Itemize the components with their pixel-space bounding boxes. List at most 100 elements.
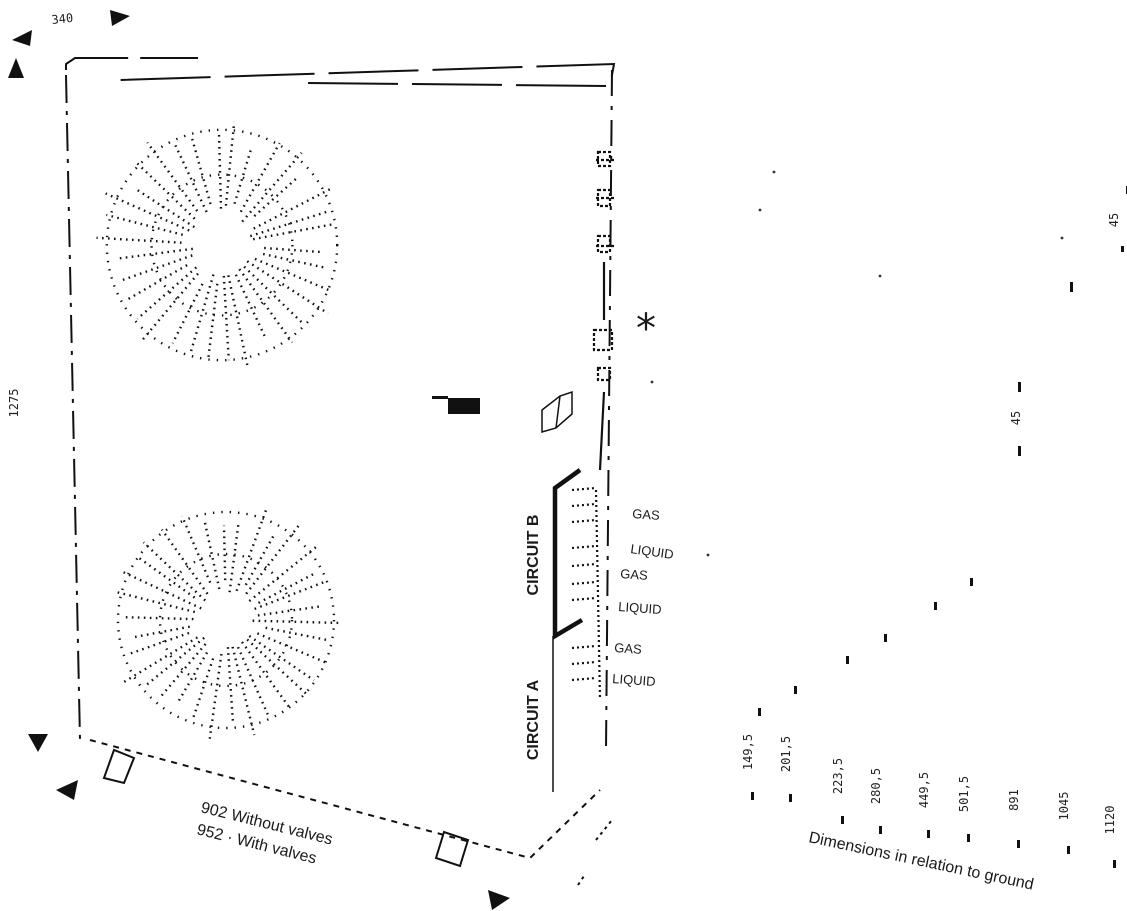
outline-left-edge — [65, 74, 81, 741]
fan-blade — [231, 646, 256, 736]
fan-bottom — [113, 506, 339, 739]
fan-blade — [257, 572, 315, 604]
fan-blade — [133, 187, 196, 229]
ground-dim-tick — [1113, 860, 1116, 868]
ground-dim-tick — [751, 792, 754, 800]
dim-side-45-top: 45 — [1107, 213, 1121, 227]
fan-blade — [142, 541, 207, 602]
fan-blade — [235, 506, 269, 592]
ground-dim-value: 891 — [1007, 789, 1021, 811]
fan-blade — [136, 266, 198, 320]
fan-blade — [202, 518, 221, 590]
arrow-left-icon — [12, 30, 32, 46]
ground-dimension-labels: 149,5 201,5 223,5 280,5 449,5 501,5 891 1045 112… — [741, 734, 1117, 868]
ground-dim-value: 201,5 — [779, 736, 793, 772]
dim-side-45-mid: 45 — [1009, 411, 1023, 425]
outline-top-edge — [65, 57, 198, 70]
fan-blade — [106, 213, 184, 236]
fan-blade — [171, 283, 204, 344]
valve-icon — [596, 188, 614, 208]
fan-blade — [135, 161, 196, 220]
outline-top-right-edge — [119, 62, 616, 88]
valve-icon — [596, 366, 612, 382]
fan-blade — [191, 658, 215, 720]
fan-blade — [238, 268, 294, 344]
fan-blade — [239, 142, 281, 213]
fan-blade — [208, 653, 223, 739]
ground-dim-tick — [789, 794, 792, 802]
fan-blade — [241, 152, 303, 223]
fan-blade — [123, 636, 199, 684]
fan-blade — [244, 534, 275, 586]
fan-blade — [116, 247, 193, 260]
fan-blade — [122, 571, 202, 610]
fan-blade — [131, 625, 190, 639]
ground-dimensions-caption: Dimensions in relation to ground — [807, 829, 1035, 893]
sight-glass-divider — [555, 395, 561, 429]
ground-dim-tick — [841, 816, 844, 824]
unit-foot-left — [102, 748, 136, 785]
valve-icon — [596, 150, 614, 168]
fan-blade — [248, 546, 317, 603]
fan-blade — [256, 632, 326, 664]
ground-dim-tick — [879, 826, 882, 834]
fan-blade — [236, 646, 271, 719]
connection-labels: GAS LIQUID GAS LIQUID GAS LIQUID — [612, 506, 675, 689]
connection-label-liquid: LIQUID — [612, 671, 656, 689]
fan-blade — [245, 525, 300, 595]
fan-blade — [262, 252, 324, 269]
fan-blade — [160, 528, 209, 595]
fan-blade — [127, 631, 190, 656]
small-marks — [432, 390, 573, 433]
valve-icon — [592, 328, 614, 352]
fan-blade — [177, 651, 209, 703]
fan-blade — [254, 257, 331, 292]
fan-blade — [227, 275, 249, 366]
ground-dim-value: 280,5 — [869, 768, 883, 804]
fan-blade — [144, 636, 205, 687]
fan-blade — [248, 635, 315, 682]
arrow-down-right-icon — [488, 890, 510, 910]
connection-label-gas: GAS — [632, 506, 661, 523]
ground-dim-value: 1045 — [1057, 792, 1071, 821]
fan-blade — [96, 236, 182, 244]
arrow-down-left-icon — [56, 780, 78, 800]
fan-ring — [105, 128, 339, 362]
fan-blade — [257, 604, 323, 617]
arrow-down-icon — [28, 734, 48, 752]
valve-icon — [596, 234, 614, 254]
fan-blade — [246, 638, 310, 697]
fan-ring — [150, 173, 294, 317]
ground-dim-value: 149,5 — [741, 734, 755, 770]
pipe-connectors — [571, 486, 602, 701]
ground-dim-value: 223,5 — [831, 758, 845, 794]
asterisk-mark: * — [636, 306, 656, 352]
fan-blade — [121, 615, 194, 621]
arrow-right-icon — [110, 10, 130, 26]
fan-ring — [158, 552, 294, 688]
fan-blade — [222, 275, 230, 361]
fan-blade — [264, 246, 324, 254]
ground-dim-tick — [967, 834, 970, 842]
elevation-dots — [650, 170, 1064, 557]
fan-blade — [265, 626, 329, 642]
electrical-box — [448, 398, 480, 414]
circuit-b-label: CIRCUIT B — [525, 515, 542, 596]
fan-blade — [226, 647, 235, 722]
outline-corner-tick — [577, 819, 613, 886]
unit-foot-right — [434, 830, 470, 868]
fan-blade — [253, 176, 298, 217]
fan-blade — [252, 619, 339, 625]
circuit-a-label: CIRCUIT A — [525, 679, 542, 760]
ground-dim-value: 501,5 — [957, 776, 971, 812]
ground-dim-value: 1120 — [1103, 806, 1117, 835]
elevation-ticks — [758, 186, 1127, 716]
fan-blade — [206, 283, 219, 362]
fan-blade — [160, 643, 207, 697]
ground-dim-tick — [1067, 846, 1070, 854]
fan-blade — [253, 188, 331, 230]
circuit-block — [552, 468, 602, 792]
fan-blade — [190, 137, 212, 205]
electrical-box-tick — [432, 396, 448, 399]
